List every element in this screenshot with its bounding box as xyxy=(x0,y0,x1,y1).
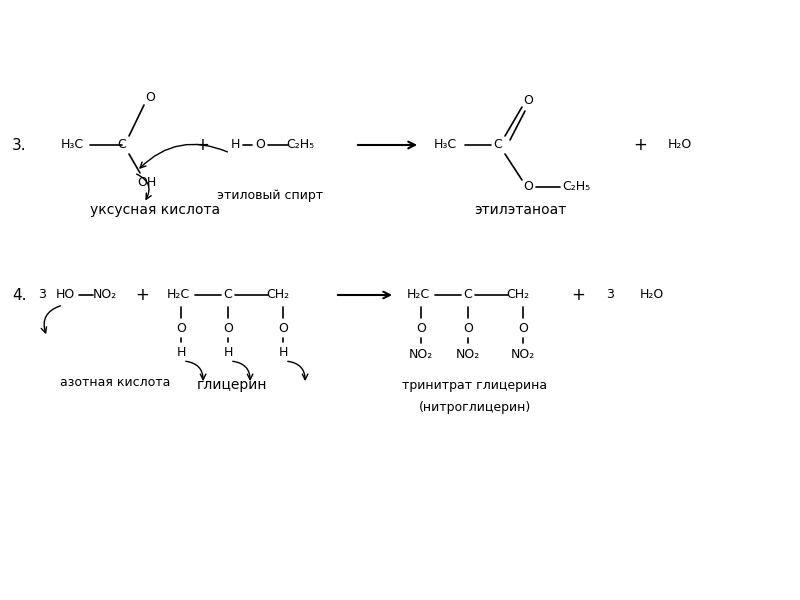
Text: +: + xyxy=(195,136,209,154)
Text: (нитроглицерин): (нитроглицерин) xyxy=(419,401,531,413)
Text: O: O xyxy=(416,322,426,335)
Text: NO₂: NO₂ xyxy=(409,349,433,361)
Text: H₂O: H₂O xyxy=(668,139,692,151)
Text: H₃C: H₃C xyxy=(434,139,457,151)
Text: 4.: 4. xyxy=(12,287,26,302)
Text: H₂O: H₂O xyxy=(640,289,664,301)
Text: глицерин: глицерин xyxy=(197,378,267,392)
Text: C: C xyxy=(494,139,502,151)
Text: O: O xyxy=(145,91,155,103)
Text: уксусная кислота: уксусная кислота xyxy=(90,203,220,217)
Text: +: + xyxy=(633,136,647,154)
Text: O: O xyxy=(255,139,265,151)
Text: O: O xyxy=(278,322,288,335)
Text: тринитрат глицерина: тринитрат глицерина xyxy=(402,379,547,391)
Text: +: + xyxy=(135,286,149,304)
Text: OH: OH xyxy=(138,176,157,190)
Text: O: O xyxy=(176,322,186,335)
Text: H₃C: H₃C xyxy=(61,139,83,151)
Text: CH₂: CH₂ xyxy=(506,289,530,301)
Text: NO₂: NO₂ xyxy=(511,349,535,361)
Text: H: H xyxy=(176,346,186,358)
Text: H: H xyxy=(223,346,233,358)
Text: H₂C: H₂C xyxy=(166,289,190,301)
Text: H: H xyxy=(230,139,240,151)
Text: O: O xyxy=(463,322,473,335)
Text: O: O xyxy=(518,322,528,335)
Text: C₂H₅: C₂H₅ xyxy=(286,139,314,151)
Text: этилэтаноат: этилэтаноат xyxy=(474,203,566,217)
Text: O: O xyxy=(223,322,233,335)
Text: 3: 3 xyxy=(606,289,614,301)
Text: C: C xyxy=(464,289,472,301)
Text: 3: 3 xyxy=(38,289,46,301)
Text: +: + xyxy=(571,286,585,304)
Text: C: C xyxy=(224,289,232,301)
Text: NO₂: NO₂ xyxy=(93,289,117,301)
Text: H: H xyxy=(278,346,288,358)
Text: O: O xyxy=(523,94,533,107)
Text: C₂H₅: C₂H₅ xyxy=(562,181,590,193)
Text: C: C xyxy=(118,139,126,151)
Text: 3.: 3. xyxy=(12,137,26,152)
Text: этиловый спирт: этиловый спирт xyxy=(217,188,323,202)
Text: H₂C: H₂C xyxy=(406,289,430,301)
Text: O: O xyxy=(523,181,533,193)
Text: NO₂: NO₂ xyxy=(456,349,480,361)
Text: азотная кислота: азотная кислота xyxy=(60,377,170,389)
Text: CH₂: CH₂ xyxy=(266,289,290,301)
Text: HO: HO xyxy=(55,289,74,301)
